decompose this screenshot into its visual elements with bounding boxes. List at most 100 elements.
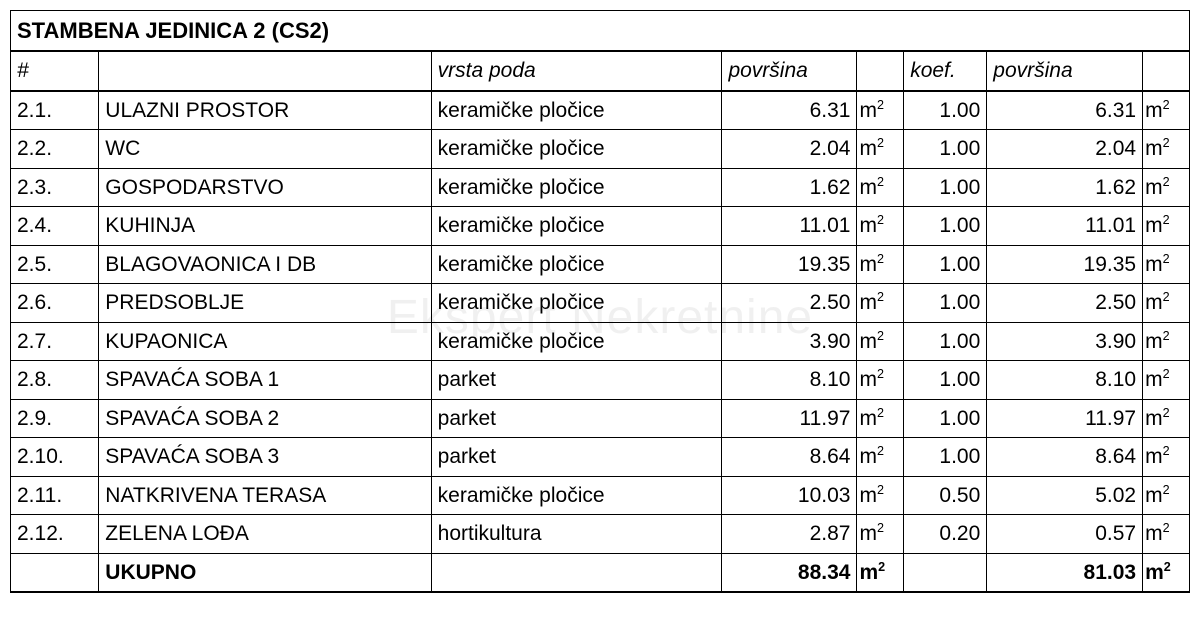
- cell-area1: 11.01: [722, 207, 857, 246]
- total-area1: 88.34: [722, 553, 857, 592]
- cell-unit2: m2: [1143, 399, 1190, 438]
- cell-floor: parket: [431, 361, 722, 400]
- cell-koef: 1.00: [904, 284, 987, 323]
- cell-num: 2.1.: [11, 91, 99, 130]
- total-koef: [904, 553, 987, 592]
- cell-koef: 0.20: [904, 515, 987, 554]
- cell-unit2: m2: [1143, 130, 1190, 169]
- cell-unit2: m2: [1143, 168, 1190, 207]
- cell-area1: 10.03: [722, 476, 857, 515]
- cell-unit2: m2: [1143, 515, 1190, 554]
- cell-area2: 8.64: [987, 438, 1143, 477]
- cell-koef: 1.00: [904, 130, 987, 169]
- cell-unit2: m2: [1143, 207, 1190, 246]
- header-num: #: [11, 51, 99, 91]
- header-area2: površina: [987, 51, 1143, 91]
- header-row: # vrsta poda površina koef. površina: [11, 51, 1190, 91]
- header-unit2: [1143, 51, 1190, 91]
- cell-name: SPAVAĆA SOBA 3: [99, 438, 431, 477]
- cell-floor: keramičke pločice: [431, 476, 722, 515]
- table-row: 2.3.GOSPODARSTVOkeramičke pločice1.62m21…: [11, 168, 1190, 207]
- cell-unit1: m2: [857, 130, 904, 169]
- cell-unit2: m2: [1143, 322, 1190, 361]
- table-row: 2.9.SPAVAĆA SOBA 2parket11.97m21.0011.97…: [11, 399, 1190, 438]
- cell-area1: 2.87: [722, 515, 857, 554]
- cell-koef: 1.00: [904, 207, 987, 246]
- cell-unit1: m2: [857, 515, 904, 554]
- cell-num: 2.9.: [11, 399, 99, 438]
- cell-unit1: m2: [857, 91, 904, 130]
- cell-unit1: m2: [857, 361, 904, 400]
- cell-unit2: m2: [1143, 361, 1190, 400]
- cell-floor: keramičke pločice: [431, 284, 722, 323]
- area-table: STAMBENA JEDINICA 2 (CS2) # vrsta poda p…: [10, 10, 1190, 593]
- cell-name: NATKRIVENA TERASA: [99, 476, 431, 515]
- cell-num: 2.8.: [11, 361, 99, 400]
- cell-area1: 1.62: [722, 168, 857, 207]
- cell-num: 2.3.: [11, 168, 99, 207]
- cell-name: KUHINJA: [99, 207, 431, 246]
- cell-koef: 1.00: [904, 245, 987, 284]
- cell-area1: 11.97: [722, 399, 857, 438]
- header-floor: vrsta poda: [431, 51, 722, 91]
- cell-floor: keramičke pločice: [431, 168, 722, 207]
- header-unit1: [857, 51, 904, 91]
- table-row: 2.7.KUPAONICAkeramičke pločice3.90m21.00…: [11, 322, 1190, 361]
- cell-num: 2.7.: [11, 322, 99, 361]
- total-unit2: m2: [1143, 553, 1190, 592]
- cell-unit1: m2: [857, 438, 904, 477]
- total-unit1: m2: [857, 553, 904, 592]
- cell-area2: 1.62: [987, 168, 1143, 207]
- cell-area1: 6.31: [722, 91, 857, 130]
- cell-unit1: m2: [857, 322, 904, 361]
- cell-koef: 1.00: [904, 91, 987, 130]
- cell-unit1: m2: [857, 284, 904, 323]
- cell-unit2: m2: [1143, 438, 1190, 477]
- cell-area1: 8.64: [722, 438, 857, 477]
- cell-unit2: m2: [1143, 476, 1190, 515]
- total-row: UKUPNO 88.34 m2 81.03 m2: [11, 553, 1190, 592]
- cell-area1: 3.90: [722, 322, 857, 361]
- cell-area2: 5.02: [987, 476, 1143, 515]
- cell-area2: 6.31: [987, 91, 1143, 130]
- cell-area2: 8.10: [987, 361, 1143, 400]
- cell-num: 2.12.: [11, 515, 99, 554]
- cell-num: 2.10.: [11, 438, 99, 477]
- cell-floor: keramičke pločice: [431, 130, 722, 169]
- table-row: 2.5.BLAGOVAONICA I DBkeramičke pločice19…: [11, 245, 1190, 284]
- table-title: STAMBENA JEDINICA 2 (CS2): [11, 11, 1190, 52]
- cell-num: 2.11.: [11, 476, 99, 515]
- total-area2: 81.03: [987, 553, 1143, 592]
- cell-area2: 2.04: [987, 130, 1143, 169]
- cell-unit1: m2: [857, 476, 904, 515]
- cell-floor: hortikultura: [431, 515, 722, 554]
- table-body: 2.1.ULAZNI PROSTORkeramičke pločice6.31m…: [11, 91, 1190, 554]
- cell-unit2: m2: [1143, 91, 1190, 130]
- cell-unit2: m2: [1143, 245, 1190, 284]
- cell-floor: parket: [431, 399, 722, 438]
- total-label: UKUPNO: [99, 553, 431, 592]
- cell-area2: 0.57: [987, 515, 1143, 554]
- cell-name: BLAGOVAONICA I DB: [99, 245, 431, 284]
- cell-area2: 3.90: [987, 322, 1143, 361]
- table-row: 2.6.PREDSOBLJEkeramičke pločice2.50m21.0…: [11, 284, 1190, 323]
- cell-num: 2.2.: [11, 130, 99, 169]
- title-row: STAMBENA JEDINICA 2 (CS2): [11, 11, 1190, 52]
- table-row: 2.4.KUHINJAkeramičke pločice11.01m21.001…: [11, 207, 1190, 246]
- cell-area1: 2.04: [722, 130, 857, 169]
- cell-koef: 1.00: [904, 168, 987, 207]
- cell-koef: 1.00: [904, 438, 987, 477]
- table-row: 2.2.WCkeramičke pločice2.04m21.002.04m2: [11, 130, 1190, 169]
- cell-area1: 19.35: [722, 245, 857, 284]
- cell-num: 2.4.: [11, 207, 99, 246]
- cell-name: SPAVAĆA SOBA 1: [99, 361, 431, 400]
- cell-area1: 2.50: [722, 284, 857, 323]
- cell-name: ZELENA LOĐA: [99, 515, 431, 554]
- cell-floor: keramičke pločice: [431, 207, 722, 246]
- cell-num: 2.5.: [11, 245, 99, 284]
- cell-num: 2.6.: [11, 284, 99, 323]
- header-name: [99, 51, 431, 91]
- cell-name: GOSPODARSTVO: [99, 168, 431, 207]
- table-row: 2.8.SPAVAĆA SOBA 1parket8.10m21.008.10m2: [11, 361, 1190, 400]
- cell-area2: 2.50: [987, 284, 1143, 323]
